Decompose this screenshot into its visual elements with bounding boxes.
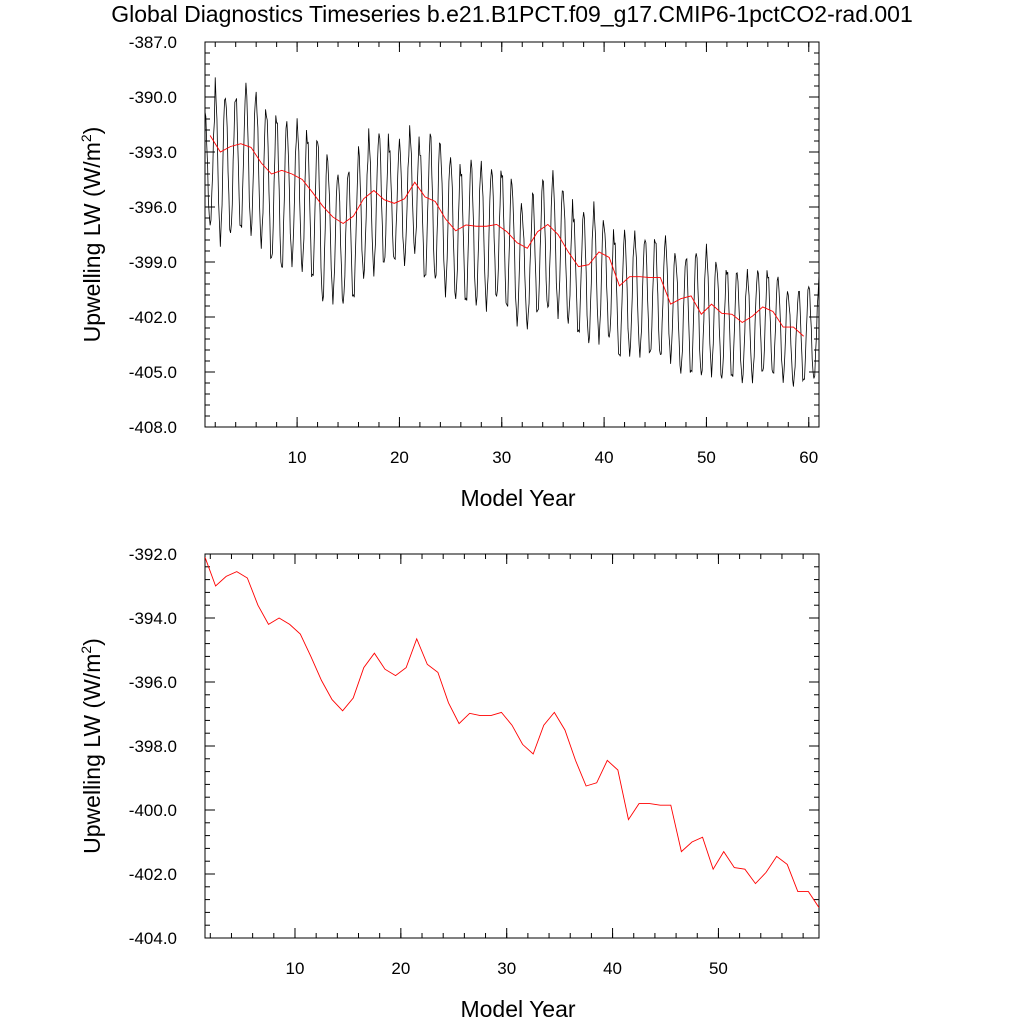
y-axis-title-suffix: )	[79, 638, 105, 646]
y-axis-title-main: Upwelling LW (W/m	[79, 142, 105, 342]
y-tick-label: -396.0	[129, 198, 177, 217]
x-tick-label: 10	[288, 448, 307, 467]
y-tick-label: -398.0	[129, 737, 177, 756]
y-tick-label: -390.0	[129, 88, 177, 107]
y-tick-label: -393.0	[129, 143, 177, 162]
x-tick-label: 30	[497, 959, 516, 978]
annual-mean-series-line	[209, 135, 804, 337]
y-axis-title-superscript: 2	[78, 134, 94, 142]
y-tick-label: -387.0	[129, 33, 177, 52]
y-tick-label: -400.0	[129, 801, 177, 820]
bottom-panel: 10 20 30 40 50 -404.0 -402.0 -400.0 -398.0 -396.0…	[78, 545, 820, 1022]
x-tick-label: 50	[697, 448, 716, 467]
x-tick-label: 40	[595, 448, 614, 467]
x-tick-label: 50	[709, 959, 728, 978]
x-axis-title: Model Year	[460, 996, 575, 1022]
y-tick-label: -392.0	[129, 545, 177, 564]
plot-frame	[204, 41, 820, 428]
x-tick-label: 60	[799, 448, 818, 467]
y-tick-label: -404.0	[129, 929, 177, 948]
y-axis-title-superscript: 2	[78, 646, 94, 654]
x-tick-label: 20	[391, 959, 410, 978]
x-axis-title: Model Year	[460, 485, 575, 511]
x-tick-label: 20	[390, 448, 409, 467]
monthly-series-line	[205, 77, 819, 387]
figure-title: Global Diagnostics Timeseries b.e21.B1PC…	[111, 1, 913, 27]
annual-mean-series-line	[205, 557, 819, 908]
y-tick-label: -399.0	[129, 253, 177, 272]
y-tick-label: -405.0	[129, 363, 177, 382]
plot-frame	[204, 553, 820, 939]
y-tick-label: -396.0	[129, 673, 177, 692]
y-axis-title-main: Upwelling LW (W/m	[79, 654, 105, 854]
top-panel: 10 20 30 40 50 60 -408.0 -405.0 -402.0 -399.0 -396…	[78, 33, 820, 511]
x-tick-label: 30	[492, 448, 511, 467]
y-axis-title: Upwelling LW (W/m2)	[78, 127, 105, 343]
x-tick-label: 40	[603, 959, 622, 978]
y-tick-label: -394.0	[129, 609, 177, 628]
y-axis-title-suffix: )	[79, 127, 105, 135]
y-axis-title: Upwelling LW (W/m2)	[78, 638, 105, 854]
y-tick-label: -402.0	[129, 308, 177, 327]
y-tick-label: -402.0	[129, 865, 177, 884]
y-tick-label: -408.0	[129, 418, 177, 437]
x-tick-label: 10	[286, 959, 305, 978]
